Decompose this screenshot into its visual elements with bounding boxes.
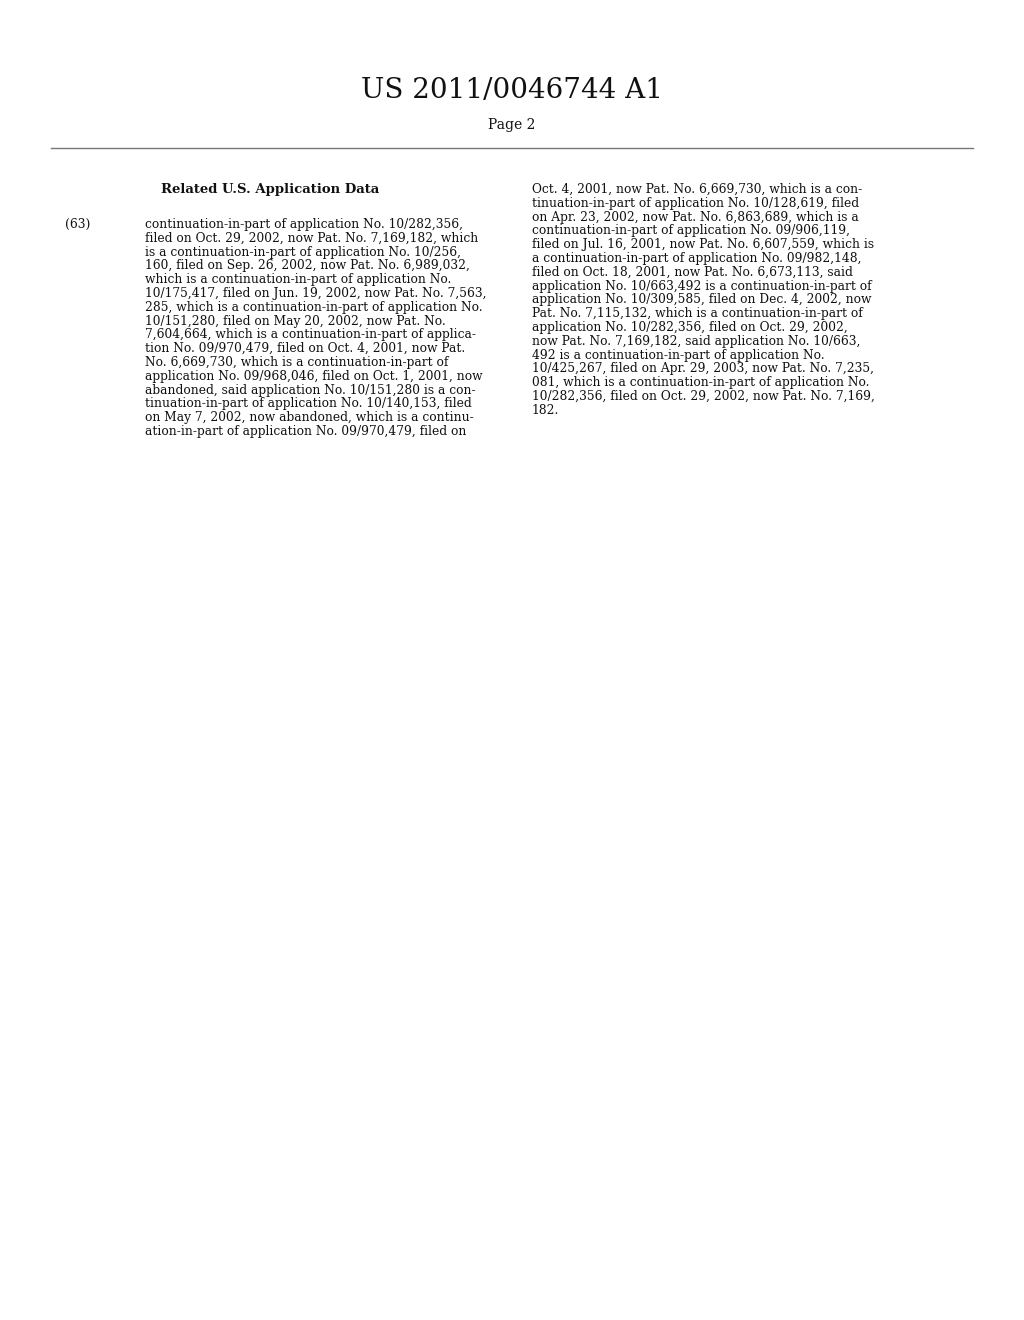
Text: tinuation-in-part of application No. 10/128,619, filed: tinuation-in-part of application No. 10/…	[532, 197, 859, 210]
Text: now Pat. No. 7,169,182, said application No. 10/663,: now Pat. No. 7,169,182, said application…	[532, 335, 860, 347]
Text: filed on Oct. 18, 2001, now Pat. No. 6,673,113, said: filed on Oct. 18, 2001, now Pat. No. 6,6…	[532, 265, 853, 279]
Text: tinuation-in-part of application No. 10/140,153, filed: tinuation-in-part of application No. 10/…	[145, 397, 472, 411]
Text: application No. 10/663,492 is a continuation-in-part of: application No. 10/663,492 is a continua…	[532, 280, 871, 293]
Text: application No. 10/282,356, filed on Oct. 29, 2002,: application No. 10/282,356, filed on Oct…	[532, 321, 848, 334]
Text: 492 is a continuation-in-part of application No.: 492 is a continuation-in-part of applica…	[532, 348, 824, 362]
Text: 10/175,417, filed on Jun. 19, 2002, now Pat. No. 7,563,: 10/175,417, filed on Jun. 19, 2002, now …	[145, 286, 486, 300]
Text: 160, filed on Sep. 26, 2002, now Pat. No. 6,989,032,: 160, filed on Sep. 26, 2002, now Pat. No…	[145, 260, 470, 272]
Text: is a continuation-in-part of application No. 10/256,: is a continuation-in-part of application…	[145, 246, 461, 259]
Text: continuation-in-part of application No. 10/282,356,: continuation-in-part of application No. …	[145, 218, 463, 231]
Text: 10/282,356, filed on Oct. 29, 2002, now Pat. No. 7,169,: 10/282,356, filed on Oct. 29, 2002, now …	[532, 389, 874, 403]
Text: (63): (63)	[65, 218, 90, 231]
Text: abandoned, said application No. 10/151,280 is a con-: abandoned, said application No. 10/151,2…	[145, 384, 475, 396]
Text: 285, which is a continuation-in-part of application No.: 285, which is a continuation-in-part of …	[145, 301, 482, 314]
Text: application No. 09/968,046, filed on Oct. 1, 2001, now: application No. 09/968,046, filed on Oct…	[145, 370, 482, 383]
Text: ation-in-part of application No. 09/970,479, filed on: ation-in-part of application No. 09/970,…	[145, 425, 466, 438]
Text: 10/425,267, filed on Apr. 29, 2003, now Pat. No. 7,235,: 10/425,267, filed on Apr. 29, 2003, now …	[532, 363, 874, 375]
Text: Page 2: Page 2	[488, 117, 536, 132]
Text: filed on Oct. 29, 2002, now Pat. No. 7,169,182, which: filed on Oct. 29, 2002, now Pat. No. 7,1…	[145, 232, 478, 244]
Text: No. 6,669,730, which is a continuation-in-part of: No. 6,669,730, which is a continuation-i…	[145, 356, 449, 370]
Text: filed on Jul. 16, 2001, now Pat. No. 6,607,559, which is: filed on Jul. 16, 2001, now Pat. No. 6,6…	[532, 238, 874, 251]
Text: continuation-in-part of application No. 09/906,119,: continuation-in-part of application No. …	[532, 224, 850, 238]
Text: 182.: 182.	[532, 404, 559, 417]
Text: on May 7, 2002, now abandoned, which is a continu-: on May 7, 2002, now abandoned, which is …	[145, 412, 474, 424]
Text: Oct. 4, 2001, now Pat. No. 6,669,730, which is a con-: Oct. 4, 2001, now Pat. No. 6,669,730, wh…	[532, 183, 862, 195]
Text: 081, which is a continuation-in-part of application No.: 081, which is a continuation-in-part of …	[532, 376, 869, 389]
Text: on Apr. 23, 2002, now Pat. No. 6,863,689, which is a: on Apr. 23, 2002, now Pat. No. 6,863,689…	[532, 211, 859, 223]
Text: US 2011/0046744 A1: US 2011/0046744 A1	[361, 77, 663, 103]
Text: Related U.S. Application Data: Related U.S. Application Data	[161, 183, 379, 195]
Text: which is a continuation-in-part of application No.: which is a continuation-in-part of appli…	[145, 273, 452, 286]
Text: 10/151,280, filed on May 20, 2002, now Pat. No.: 10/151,280, filed on May 20, 2002, now P…	[145, 314, 445, 327]
Text: Pat. No. 7,115,132, which is a continuation-in-part of: Pat. No. 7,115,132, which is a continuat…	[532, 308, 863, 321]
Text: application No. 10/309,585, filed on Dec. 4, 2002, now: application No. 10/309,585, filed on Dec…	[532, 293, 871, 306]
Text: tion No. 09/970,479, filed on Oct. 4, 2001, now Pat.: tion No. 09/970,479, filed on Oct. 4, 20…	[145, 342, 465, 355]
Text: a continuation-in-part of application No. 09/982,148,: a continuation-in-part of application No…	[532, 252, 861, 265]
Text: 7,604,664, which is a continuation-in-part of applica-: 7,604,664, which is a continuation-in-pa…	[145, 329, 476, 342]
